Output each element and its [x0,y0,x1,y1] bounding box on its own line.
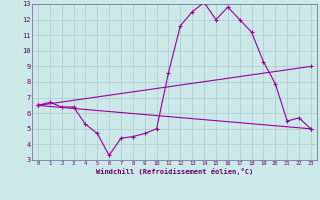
X-axis label: Windchill (Refroidissement éolien,°C): Windchill (Refroidissement éolien,°C) [96,168,253,175]
